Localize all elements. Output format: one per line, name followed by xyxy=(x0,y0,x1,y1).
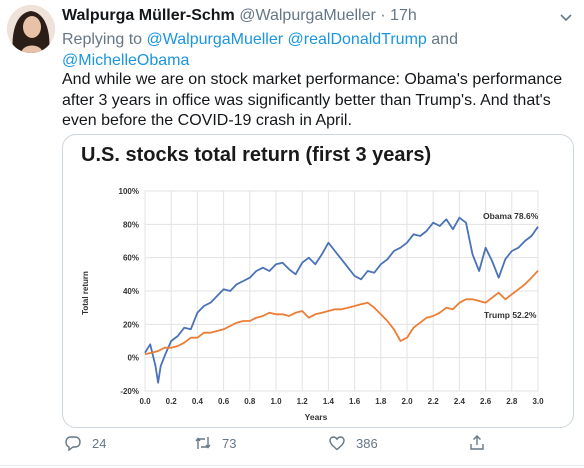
y-tick-label: 80% xyxy=(123,220,139,229)
y-tick-label: 20% xyxy=(123,320,139,329)
x-tick-label: 0.6 xyxy=(218,397,230,406)
series-label-trump: Trump 52.2% xyxy=(484,310,537,320)
x-tick-label: 0.2 xyxy=(166,397,178,406)
series-label-obama: Obama 78.6% xyxy=(483,211,539,221)
line-chart: U.S. stocks total return (first 3 years)… xyxy=(81,144,544,422)
timestamp[interactable]: 17h xyxy=(390,7,417,24)
reply-prefix: Replying to xyxy=(62,31,143,48)
author-handle[interactable]: @WalpurgaMueller xyxy=(239,7,376,24)
y-tick-label: 100% xyxy=(119,187,139,196)
reply-context: Replying to @WalpurgaMueller @realDonald… xyxy=(62,29,562,71)
x-tick-label: 1.4 xyxy=(323,397,335,406)
share-icon xyxy=(470,435,484,450)
x-tick-label: 2.2 xyxy=(428,397,440,406)
retweet-button[interactable]: 73 xyxy=(194,434,236,452)
x-tick-label: 2.4 xyxy=(454,397,466,406)
mention-link[interactable]: @WalpurgaMueller xyxy=(146,31,284,48)
y-tick-label: 0% xyxy=(127,354,139,363)
chevron-down-icon[interactable] xyxy=(558,9,574,25)
x-tick-label: 1.2 xyxy=(297,397,309,406)
reply-icon xyxy=(65,436,81,452)
author-name[interactable]: Walpurga Müller-Schm xyxy=(62,7,235,24)
separator: · xyxy=(380,7,386,24)
tweet-actions: 24 73 386 xyxy=(62,430,572,456)
y-tick-label: 40% xyxy=(123,287,139,296)
series-line-obama xyxy=(144,216,539,384)
reply-and: and xyxy=(431,31,458,48)
retweet-icon xyxy=(195,437,211,449)
reply-count: 24 xyxy=(92,435,107,451)
mention-link[interactable]: @realDonaldTrump xyxy=(287,31,427,48)
tweet-text: And while we are on stock market perform… xyxy=(62,71,563,129)
tweet-header: Walpurga Müller-Schm @WalpurgaMueller · … xyxy=(62,7,574,29)
x-tick-label: 2.8 xyxy=(506,397,518,406)
x-axis-label: Years xyxy=(305,412,328,422)
chart-image[interactable]: U.S. stocks total return (first 3 years)… xyxy=(62,134,574,428)
y-tick-label: 60% xyxy=(123,254,139,263)
mention-link[interactable]: @MichelleObama xyxy=(62,52,190,69)
divider xyxy=(0,465,584,466)
x-tick-label: 1.0 xyxy=(270,397,282,406)
y-tick-label: -20% xyxy=(120,387,139,396)
retweet-count: 73 xyxy=(222,435,237,451)
x-tick-label: 2.6 xyxy=(480,397,492,406)
like-count: 386 xyxy=(356,435,378,451)
x-tick-label: 0.4 xyxy=(192,397,204,406)
x-tick-label: 0.0 xyxy=(139,397,151,406)
x-tick-label: 3.0 xyxy=(532,397,544,406)
like-button[interactable]: 386 xyxy=(328,434,378,452)
x-tick-label: 1.6 xyxy=(349,397,361,406)
series-line-trump xyxy=(144,270,539,356)
reply-button[interactable]: 24 xyxy=(64,434,106,452)
x-tick-label: 1.8 xyxy=(375,397,387,406)
chart-title: U.S. stocks total return (first 3 years) xyxy=(81,144,431,166)
x-tick-label: 0.8 xyxy=(244,397,256,406)
avatar[interactable] xyxy=(7,5,55,53)
like-icon xyxy=(329,436,345,451)
x-tick-label: 2.0 xyxy=(401,397,413,406)
y-axis-label: Total return xyxy=(81,271,90,315)
share-button[interactable] xyxy=(468,434,496,452)
